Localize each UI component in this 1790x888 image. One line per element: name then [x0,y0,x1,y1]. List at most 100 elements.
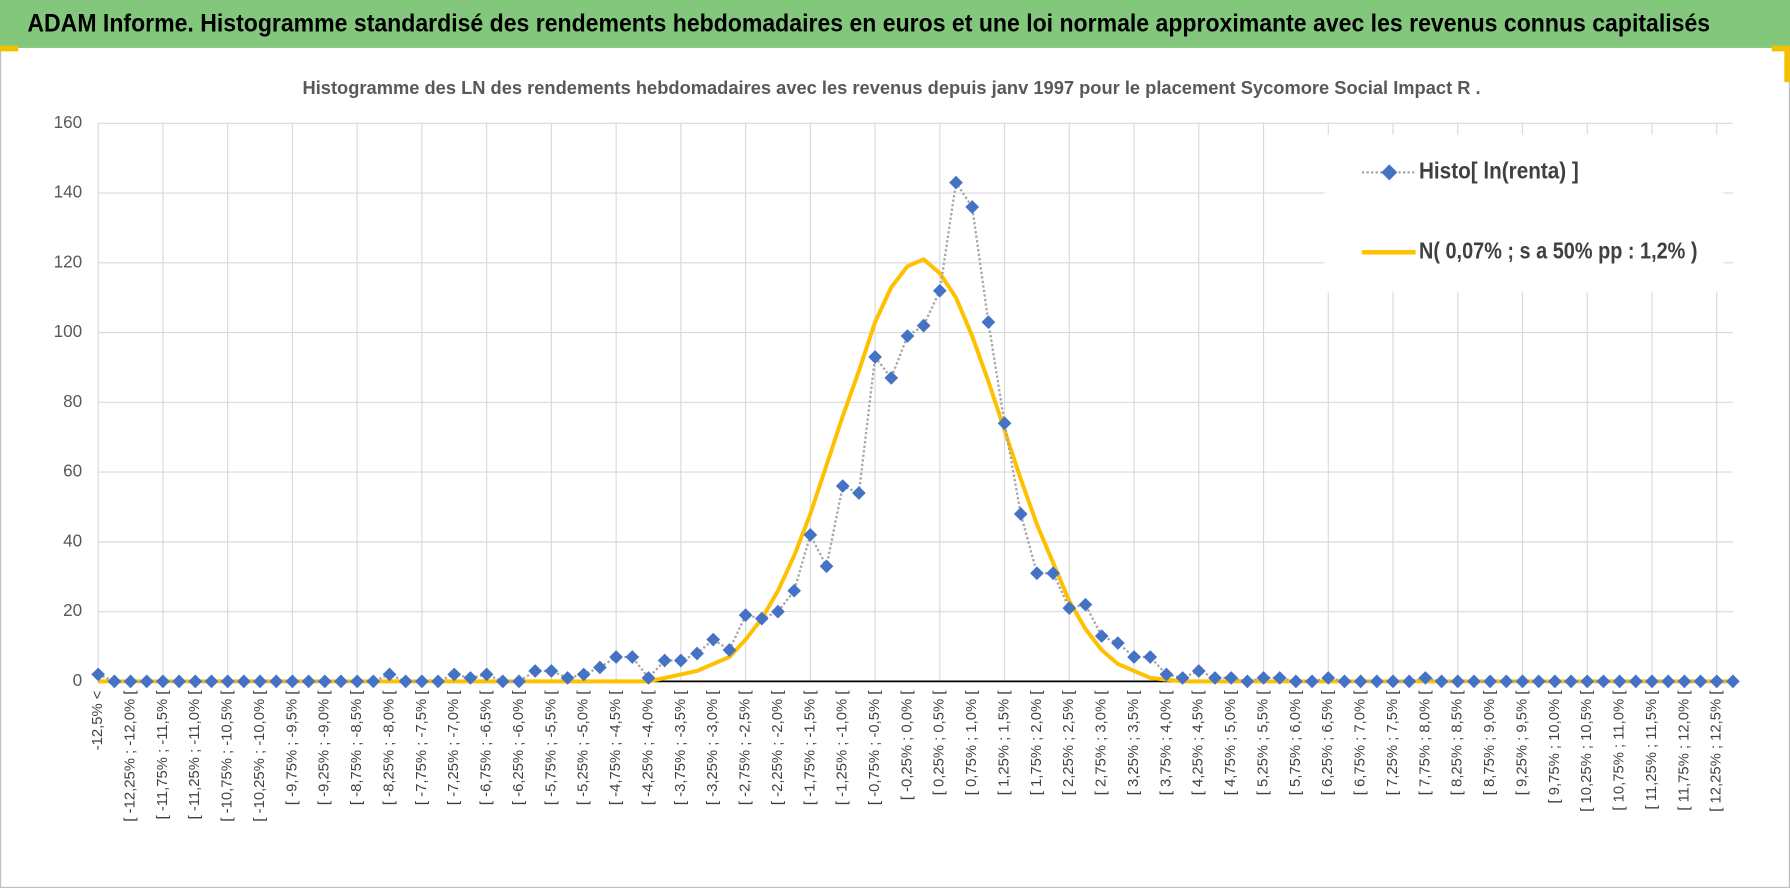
x-tick-label: [ 9,25% ; 9,5% [ [1514,691,1530,796]
x-tick-label: [ -10,75% ; -10,5% [ [220,691,236,822]
data-point [1369,674,1384,689]
x-tick-label: [ 3,75% ; 4,0% [ [1158,691,1174,796]
data-point [139,674,154,689]
x-tick-label: [ -12,25% ; -12,0% [ [122,691,138,822]
legend: Histo[ ln(renta) ] N( 0,07% ; s a 50% pp … [1324,134,1724,293]
x-tick-label: [ -9,25% ; -9,0% [ [317,691,333,806]
x-tick-label: [ 12,25% ; 12,5% [ [1709,691,1725,812]
header-bar [0,0,1790,48]
x-tick-label: [ -3,25% ; -3,0% [ [705,691,721,806]
data-point [916,318,931,333]
data-point [706,632,721,647]
data-point [965,200,980,214]
data-point [204,674,219,689]
x-tick-label: [ -0,75% ; -0,5% [ [867,691,883,806]
data-point [1596,674,1611,689]
x-tick-label: [ 6,25% ; 6,5% [ [1320,691,1336,796]
data-point [1677,674,1692,689]
x-tick-label: [ -4,25% ; -4,0% [ [640,691,656,806]
data-point [1094,629,1109,643]
data-point [285,674,300,689]
data-point [512,674,526,689]
x-tick-label: [ -7,25% ; -7,0% [ [446,691,462,806]
data-point [366,674,381,689]
y-tick-label: 0 [73,671,83,690]
data-point [852,486,866,500]
data-point [253,674,267,689]
x-tick-label: -12,5% < [90,691,106,751]
x-tick-label: [ 11,25% ; 11,5% [ [1644,691,1660,810]
data-point [803,528,818,542]
x-tick-label: [ 2,25% ; 2,5% [ [1061,691,1077,796]
x-tick-label: [ 4,25% ; 4,5% [ [1191,691,1207,796]
x-tick-label: [ -7,75% ; -7,5% [ [414,691,430,806]
x-tick-label: [ -0,25% ; 0,0% [ [899,691,915,801]
x-tick-label: [ -11,75% ; -11,5% [ [155,691,171,820]
data-point [107,674,122,689]
x-tick-label: [ -6,75% ; -6,5% [ [479,691,495,806]
data-point [722,643,737,657]
data-point [398,674,413,689]
x-tick-label: [ -5,25% ; -5,0% [ [576,691,592,806]
corner-mark [1771,45,1790,52]
x-tick-label: [ 9,75% ; 10,0% [ [1547,691,1563,804]
data-point [269,674,284,689]
x-tick-label: [ -1,75% ; -1,5% [ [802,691,818,806]
x-tick-label: [ -9,75% ; -9,5% [ [284,691,300,806]
x-tick-label: [ 2,75% ; 3,0% [ [1094,691,1110,796]
x-tick-label: [ -4,75% ; -4,5% [ [608,691,624,806]
y-tick-label: 80 [63,392,82,411]
data-point [981,315,996,329]
legend-marker [1381,164,1398,181]
x-tick-label: [ 7,75% ; 8,0% [ [1417,691,1433,796]
x-tick-label: [ -6,25% ; -6,0% [ [511,691,527,806]
x-tick-label: [ 0,75% ; 1,0% [ [964,691,980,796]
data-point [900,329,915,343]
data-point [754,611,769,626]
x-tick-label: [ 8,25% ; 8,5% [ [1450,691,1466,796]
x-tick-label: [ 5,25% ; 5,5% [ [1255,691,1271,796]
data-point [1418,671,1433,685]
data-point [1337,674,1352,689]
y-tick-label: 160 [54,113,83,132]
legend-label: Histo[ ln(renta) ] [1419,157,1579,183]
data-point [1564,674,1578,689]
data-point [1240,674,1255,689]
y-tick-label: 60 [63,462,82,481]
data-point [1531,674,1546,689]
x-tick-label: [ 10,25% ; 10,5% [ [1579,691,1595,812]
x-tick-label: [ 3,25% ; 3,5% [ [1126,691,1142,796]
y-tick-label: 100 [54,322,83,341]
x-tick-label: [ 8,75% ; 9,0% [ [1482,691,1498,796]
x-tick-label: [ 1,75% ; 2,0% [ [1029,691,1045,796]
corner-mark [1784,47,1790,83]
data-point [1499,674,1514,689]
y-tick-label: 120 [54,252,83,271]
data-point [560,671,575,685]
data-point [156,674,170,689]
data-point [463,671,478,685]
data-point [1483,674,1497,689]
data-point [884,371,899,385]
data-point [1321,671,1336,685]
x-tick-label: [ -8,75% ; -8,5% [ [349,691,365,806]
data-point [1548,674,1562,689]
data-point [415,674,429,689]
y-tick-label: 40 [63,531,82,550]
data-point [1030,566,1044,581]
x-tick-label: [ -10,25% ; -10,0% [ [252,691,268,822]
x-tick-label: [ -11,25% ; -11,0% [ [187,691,203,820]
data-point [868,350,882,364]
x-tick-label: [ 1,25% ; 1,5% [ [996,691,1012,796]
data-point [188,674,203,689]
y-tick-label: 20 [63,601,82,620]
x-tick-label: [ -1,25% ; -1,0% [ [835,691,851,806]
data-point [690,646,704,661]
data-point [495,674,510,689]
data-point [771,604,785,619]
data-point [1013,507,1028,521]
data-point [997,416,1012,431]
page-title: ADAM Informe. Histogramme standardisé de… [27,10,1710,38]
data-point [236,674,251,689]
